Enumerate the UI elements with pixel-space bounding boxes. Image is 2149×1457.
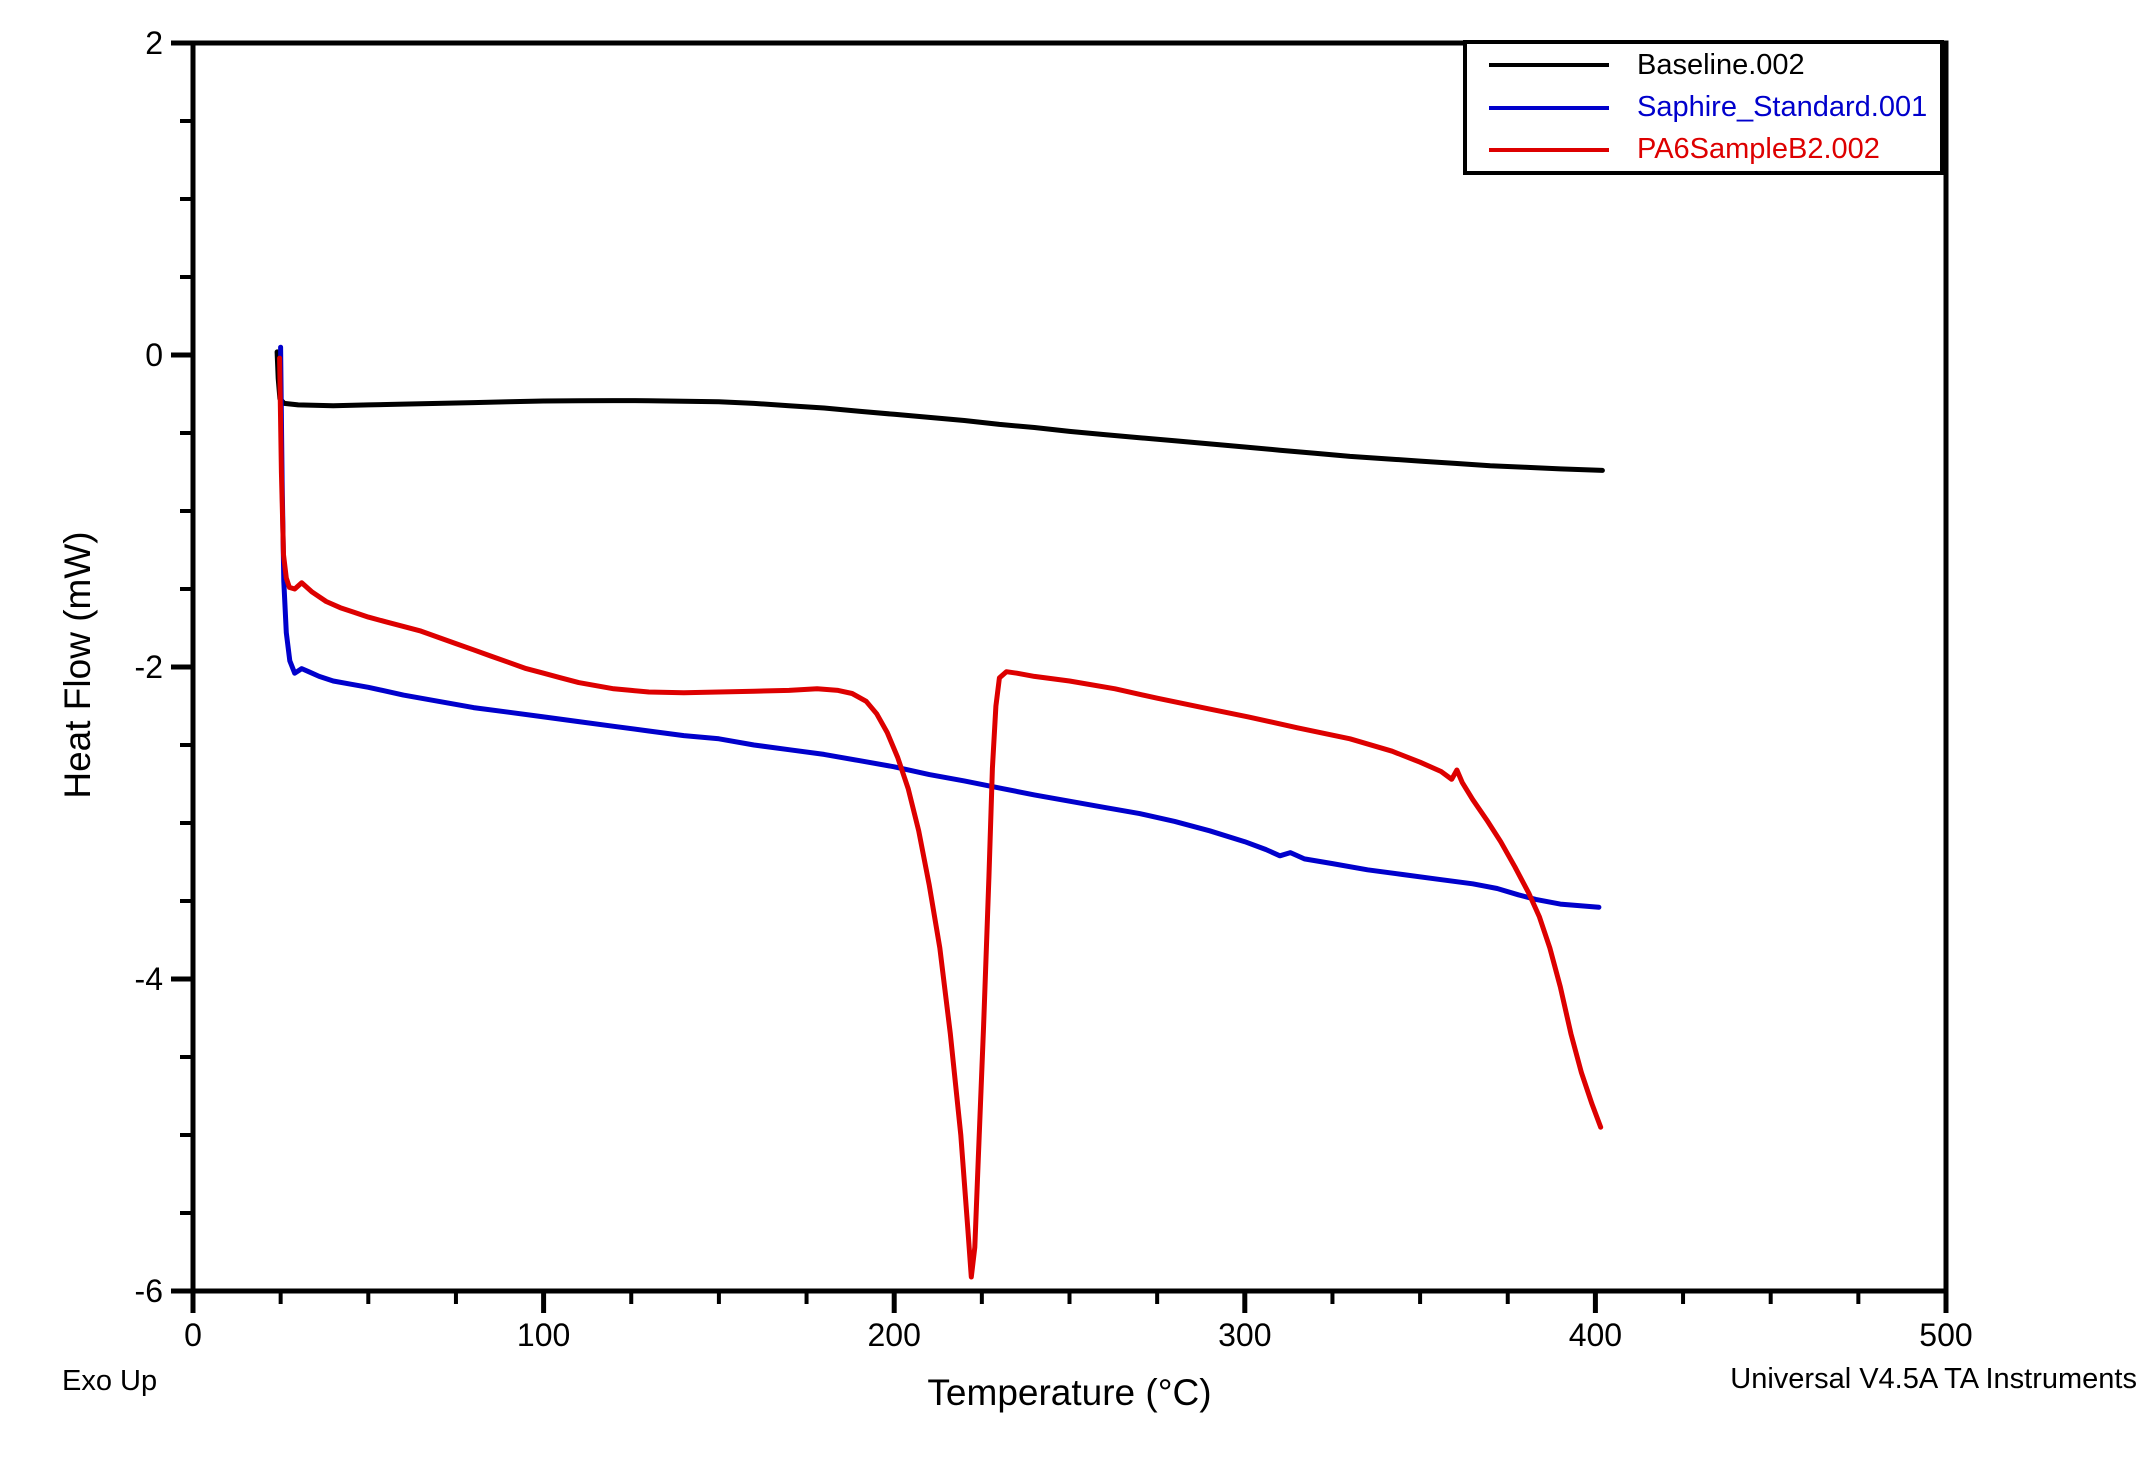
x-tick-label: 400 [1569,1317,1622,1353]
series-curve-0 [274,349,1605,473]
x-tick-label: 200 [868,1317,921,1353]
legend-label-baseline: Baseline.002 [1637,48,1805,81]
y-tick-label: -2 [135,649,163,685]
y-tick-label: -6 [135,1273,163,1309]
y-tick-label: 2 [145,25,163,61]
plot-border [190,40,1949,1294]
y-tick-label: 0 [145,337,163,373]
legend-row-saphire-standard: Saphire_Standard.001 [1467,87,1940,129]
legend-row-pa6-sample: PA6SampleB2.002 [1467,129,1940,171]
x-axis-title: Temperature (°C) [927,1372,1212,1413]
y-tick-label: -4 [135,961,163,997]
legend-line-sample-baseline [1489,63,1609,68]
software-watermark: Universal V4.5A TA Instruments [1730,1363,2137,1395]
x-tick-label: 100 [517,1317,570,1353]
legend-line-sample-pa6-sample [1489,147,1609,152]
series-curve-2 [277,355,1604,1280]
legend-row-baseline: Baseline.002 [1467,44,1940,86]
x-tick-label: 500 [1919,1317,1972,1353]
legend: Baseline.002 Saphire_Standard.001 PA6Sam… [1463,40,1944,175]
legend-line-sample-saphire-standard [1489,105,1609,110]
y-axis-title: Heat Flow (mW) [57,531,98,799]
exo-up-label: Exo Up [62,1365,158,1397]
series-curve-1 [278,344,1602,910]
x-tick-label: 0 [184,1317,202,1353]
x-tick-label: 300 [1218,1317,1271,1353]
legend-label-pa6-sample: PA6SampleB2.002 [1637,133,1880,166]
legend-label-saphire-standard: Saphire_Standard.001 [1637,91,1928,123]
